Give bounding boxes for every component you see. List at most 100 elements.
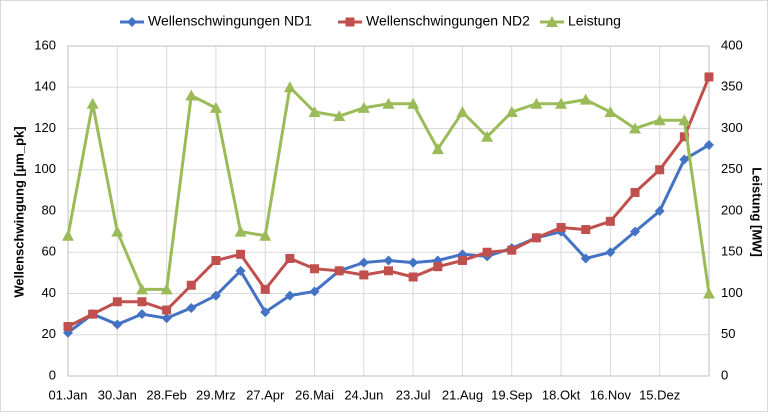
data-point — [679, 154, 690, 165]
data-point — [655, 165, 665, 175]
data-point — [234, 225, 247, 237]
y-tick-label: 140 — [34, 79, 56, 94]
x-tick-label: 26.Mai — [295, 387, 334, 402]
data-point — [357, 101, 370, 113]
data-point — [136, 309, 147, 320]
data-point — [678, 114, 691, 126]
data-point — [605, 216, 615, 226]
data-point — [605, 247, 616, 258]
data-point — [703, 287, 715, 299]
data-point — [308, 106, 321, 117]
data-point — [112, 297, 122, 307]
plot-border — [67, 45, 710, 377]
y-tick-label: 40 — [42, 285, 56, 300]
data-point — [112, 319, 123, 330]
x-tick-label: 27.Apr — [246, 387, 285, 402]
data-point — [235, 265, 246, 276]
data-point — [530, 97, 543, 109]
y2-tick-label: 250 — [721, 161, 743, 176]
x-tick-label: 15.Dez — [639, 387, 680, 402]
data-point — [629, 122, 642, 134]
data-point — [111, 225, 124, 237]
data-point — [679, 132, 689, 142]
data-point — [334, 266, 344, 276]
y-tick-label: 60 — [42, 244, 56, 259]
data-point — [456, 106, 469, 117]
legend-marker — [546, 16, 558, 27]
x-tick-label: 29.Mrz — [196, 387, 236, 402]
y-tick-label: 100 — [34, 161, 56, 176]
y2-tick-label: 50 — [721, 326, 735, 341]
y-tick-label: 120 — [34, 120, 56, 135]
data-point — [704, 140, 714, 150]
data-point — [333, 110, 346, 122]
data-point — [481, 130, 494, 142]
data-point — [135, 283, 148, 295]
legend-label: Wellenschwingungen ND2 — [366, 13, 530, 29]
data-point — [704, 72, 714, 82]
y2-tick-label: 150 — [721, 244, 743, 259]
data-point — [210, 290, 221, 301]
data-point — [359, 270, 369, 280]
data-point — [384, 266, 393, 276]
data-point — [531, 233, 541, 243]
data-point — [382, 97, 395, 109]
data-point — [408, 272, 418, 282]
legend-label: Leistung — [568, 13, 621, 29]
data-point — [457, 256, 467, 265]
data-point — [185, 89, 198, 101]
data-point — [556, 223, 566, 232]
data-point — [236, 249, 246, 259]
y-tick-label: 160 — [34, 37, 56, 52]
data-point — [211, 256, 221, 265]
data-point — [310, 264, 320, 274]
y2-tick-label: 400 — [721, 37, 743, 52]
data-point — [63, 322, 73, 331]
x-tick-label: 23.Jul — [396, 387, 431, 402]
x-tick-label: 30.Jan — [98, 387, 137, 402]
x-tick-label: 19.Sep — [491, 387, 532, 402]
data-point — [581, 225, 591, 235]
data-point — [654, 206, 665, 216]
data-point — [285, 253, 295, 263]
y-axis-title: Wellenschwingung [µm_pk] — [11, 126, 26, 297]
data-point — [358, 257, 369, 268]
data-point — [482, 247, 492, 257]
y2-tick-label: 300 — [721, 120, 743, 135]
data-point — [604, 106, 617, 117]
y2-tick-label: 0 — [721, 367, 728, 382]
data-point — [186, 280, 196, 290]
data-point — [407, 97, 420, 109]
y-tick-label: 20 — [42, 326, 56, 341]
y2-axis-title: Leistung [MW] — [750, 167, 765, 257]
data-point — [309, 286, 320, 297]
data-point — [283, 81, 296, 93]
data-point — [260, 284, 270, 294]
data-point — [161, 313, 172, 324]
data-point — [408, 257, 419, 268]
x-tick-label: 21.Aug — [442, 387, 483, 402]
data-point — [137, 297, 147, 307]
y2-tick-label: 100 — [721, 285, 743, 300]
data-point — [433, 262, 443, 272]
legend-marker — [345, 17, 355, 27]
x-tick-label: 18.Okt — [542, 387, 581, 402]
data-point — [186, 302, 197, 313]
data-point — [86, 97, 99, 109]
y-tick-label: 0 — [49, 367, 56, 382]
data-point — [284, 290, 295, 301]
data-point — [259, 229, 272, 241]
data-point — [507, 245, 517, 255]
data-point — [555, 97, 568, 109]
legend-marker — [127, 17, 137, 27]
data-point — [630, 226, 641, 237]
data-point — [88, 309, 98, 319]
y2-tick-label: 350 — [721, 79, 743, 94]
data-point — [260, 307, 271, 318]
data-point — [209, 101, 222, 113]
x-tick-label: 28.Feb — [146, 387, 186, 402]
data-point — [630, 187, 640, 197]
data-point — [62, 229, 74, 241]
